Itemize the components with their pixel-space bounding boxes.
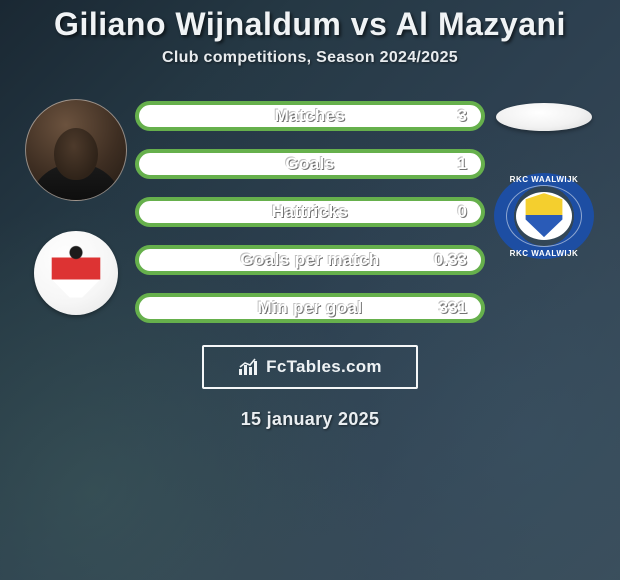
brand-text: FcTables.com xyxy=(266,357,382,377)
left-column xyxy=(17,99,135,315)
bar-chart-icon xyxy=(238,358,260,376)
stat-label: Matches xyxy=(275,106,346,126)
date-line: 15 january 2025 xyxy=(0,409,620,430)
right-column: RKC WAALWIJK RKC WAALWIJK xyxy=(485,99,603,259)
stats-column: Matches 3 Goals 1 Hattricks 0 Goals per … xyxy=(135,99,485,323)
content-root: Giliano Wijnaldum vs Al Mazyani Club com… xyxy=(0,0,620,580)
badge-text-bottom: RKC WAALWIJK xyxy=(510,249,579,258)
page-title: Giliano Wijnaldum vs Al Mazyani xyxy=(0,6,620,43)
stat-value-right: 3 xyxy=(458,106,467,126)
stat-value-right: 331 xyxy=(439,298,467,318)
stat-label: Hattricks xyxy=(272,202,348,222)
stat-label: Goals per match xyxy=(240,250,379,270)
brand-box[interactable]: FcTables.com xyxy=(202,345,418,389)
player-avatar-right-placeholder xyxy=(496,103,592,131)
stat-label: Goals xyxy=(285,154,334,174)
stat-label: Min per goal xyxy=(258,298,363,318)
stat-value-right: 0.33 xyxy=(434,250,467,270)
stat-pill-matches: Matches 3 xyxy=(135,101,485,131)
main-row: Matches 3 Goals 1 Hattricks 0 Goals per … xyxy=(0,99,620,323)
stat-pill-goals: Goals 1 xyxy=(135,149,485,179)
stat-value-right: 0 xyxy=(458,202,467,222)
badge-text-top: RKC WAALWIJK xyxy=(510,175,579,184)
badge-inner xyxy=(516,192,572,240)
sparta-rotterdam-badge-icon xyxy=(34,231,118,315)
stat-pill-gpm: Goals per match 0.33 xyxy=(135,245,485,275)
stat-value-right: 1 xyxy=(458,154,467,174)
stat-pill-mpg: Min per goal 331 xyxy=(135,293,485,323)
rkc-waalwijk-badge-icon: RKC WAALWIJK RKC WAALWIJK xyxy=(494,173,594,259)
stat-pill-hattricks: Hattricks 0 xyxy=(135,197,485,227)
player-avatar-left xyxy=(25,99,127,201)
page-subtitle: Club competitions, Season 2024/2025 xyxy=(0,49,620,67)
